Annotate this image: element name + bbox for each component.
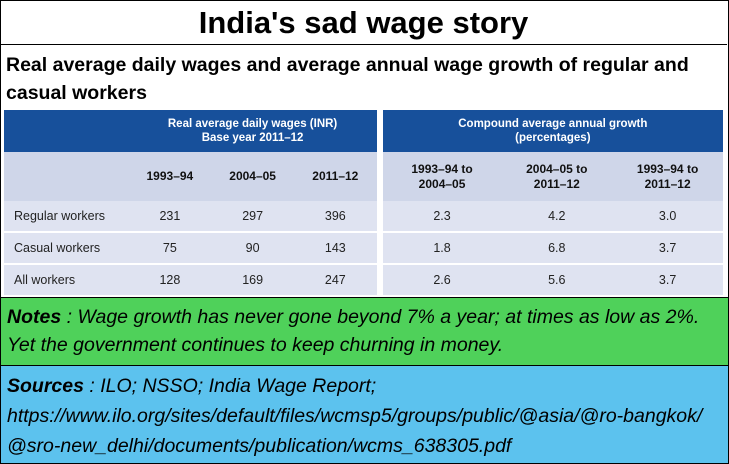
table-cell: 3.7 xyxy=(612,263,723,295)
group-header-growth-line2: (percentages) xyxy=(515,132,591,144)
group-header-growth-line1: Compound average annual growth xyxy=(458,118,648,130)
table-cell: 5.6 xyxy=(501,263,613,295)
table-cell: 75 xyxy=(128,231,212,264)
row-label: Casual workers xyxy=(4,231,129,264)
group-header-growth: Compound average annual growth (percenta… xyxy=(376,110,723,152)
table-cell: 247 xyxy=(294,263,380,295)
table-caption: Real average daily wages and average ann… xyxy=(6,54,689,104)
notes-text: : Wage growth has never gone beyond 7% a… xyxy=(7,306,700,356)
column-header-empty xyxy=(4,152,129,201)
table-cell: 143 xyxy=(294,231,380,264)
wage-table: Real average daily wages (INR) Base year… xyxy=(4,110,723,295)
sources-box: Sources : ILO; NSSO; India Wage Report; … xyxy=(1,366,728,463)
notes-label: Notes xyxy=(7,306,62,328)
table-cell: 396 xyxy=(294,201,380,232)
table-row: All workers 128 169 247 2.6 5.6 3.7 xyxy=(4,263,723,295)
table-cell: 3.0 xyxy=(612,201,723,232)
group-header-wages: Real average daily wages (INR) Base year… xyxy=(128,110,380,152)
source-link[interactable]: https://www.ilo.org/sites/default/files/… xyxy=(7,405,703,457)
table-cell: 90 xyxy=(211,231,295,264)
group-header-wages-line1: Real average daily wages (INR) xyxy=(167,118,338,130)
column-header: 1993–94 to 2011–12 xyxy=(612,152,723,201)
group-header-wages-line2: Base year 2011–12 xyxy=(201,132,304,144)
table-cell: 1.8 xyxy=(376,231,502,264)
column-header: 2004–05 xyxy=(211,152,295,201)
sources-label: Sources xyxy=(7,375,84,397)
table-cell: 297 xyxy=(211,201,295,232)
column-header: 2011–12 xyxy=(294,152,380,201)
table-row: Regular workers 231 297 396 2.3 4.2 3.0 xyxy=(4,201,723,232)
wage-table-container: Real average daily wages (INR) Base year… xyxy=(2,110,725,296)
notes-box: Notes : Wage growth has never gone beyon… xyxy=(1,297,728,366)
sources-text: : ILO; NSSO; India Wage Report; xyxy=(83,375,377,397)
table-row: Casual workers 75 90 143 1.8 6.8 3.7 xyxy=(4,231,723,264)
row-label: Regular workers xyxy=(4,201,129,232)
table-cell: 128 xyxy=(128,263,212,295)
table-cell: 169 xyxy=(211,263,295,295)
table-cell: 2.6 xyxy=(376,263,502,295)
group-header-empty xyxy=(4,110,129,152)
page-title: India's sad wage story xyxy=(0,0,727,45)
table-column-header-row: 1993–94 2004–05 2011–12 1993–94 to 2004–… xyxy=(4,152,723,201)
column-header: 2004–05 to 2011–12 xyxy=(501,152,613,201)
column-header: 1993–94 to 2004–05 xyxy=(376,152,502,201)
table-cell: 3.7 xyxy=(612,231,723,264)
table-cell: 231 xyxy=(128,201,212,232)
table-cell: 2.3 xyxy=(376,201,502,232)
table-group-header-row: Real average daily wages (INR) Base year… xyxy=(4,110,723,152)
table-cell: 4.2 xyxy=(501,201,613,232)
column-header: 1993–94 xyxy=(128,152,212,201)
row-label: All workers xyxy=(4,263,129,295)
table-cell: 6.8 xyxy=(501,231,613,264)
